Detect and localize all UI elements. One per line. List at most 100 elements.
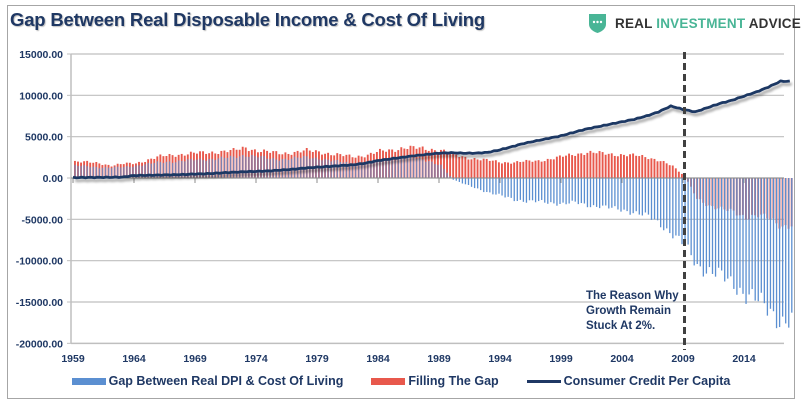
y-tick-label: -10000.00 xyxy=(16,256,63,268)
bar-gap-real-dpi xyxy=(263,155,265,178)
bar-gap-real-dpi xyxy=(730,178,732,277)
y-axis-tick-labels: 15000.00 10000.00 5000.00 0.00 -5000.00 -1000… xyxy=(16,49,63,350)
bar-gap-real-dpi xyxy=(516,178,518,202)
series-consumer-credit xyxy=(72,79,790,180)
bar-gap-real-dpi xyxy=(626,178,628,212)
bar-gap-real-dpi xyxy=(434,163,436,178)
bar-gap-real-dpi xyxy=(233,156,235,178)
bar-gap-real-dpi xyxy=(107,167,110,178)
y-tick-label: 15000.00 xyxy=(19,49,63,61)
bar-gap-real-dpi xyxy=(748,178,750,295)
bar-gap-real-dpi xyxy=(721,178,723,271)
x-tick-label: 1999 xyxy=(549,353,573,365)
bar-filling-the-gap xyxy=(674,168,677,178)
bar-gap-real-dpi xyxy=(611,178,613,208)
bar-gap-real-dpi xyxy=(510,178,512,198)
bar-gap-real-dpi xyxy=(330,161,332,178)
legend-swatch-filling xyxy=(371,377,406,385)
legend-item-filling: Filling The Gap xyxy=(371,374,499,388)
bar-gap-real-dpi xyxy=(769,178,772,309)
bar-gap-real-dpi xyxy=(663,178,665,231)
x-tick-label: 1969 xyxy=(183,353,207,365)
bar-gap-real-dpi xyxy=(361,164,363,178)
bar-gap-real-dpi xyxy=(86,166,88,178)
bar-gap-real-dpi xyxy=(114,166,116,178)
bar-gap-real-dpi xyxy=(367,161,369,178)
bar-gap-real-dpi xyxy=(348,163,351,178)
series-gap-real-dpi xyxy=(74,154,793,329)
bar-filling-the-gap xyxy=(513,162,516,178)
bar-gap-real-dpi xyxy=(95,166,98,178)
bar-filling-the-gap xyxy=(549,159,552,178)
bar-filling-the-gap xyxy=(491,160,494,178)
bar-gap-real-dpi xyxy=(358,163,360,178)
bar-filling-the-gap xyxy=(595,153,598,178)
bar-gap-real-dpi xyxy=(782,178,784,317)
bar-filling-the-gap xyxy=(619,154,622,178)
chart-legend: Gap Between Real DPI & Cost Of Living Fi… xyxy=(0,374,802,388)
bar-gap-real-dpi xyxy=(675,178,677,236)
bar-gap-real-dpi xyxy=(412,157,415,178)
bar-gap-real-dpi xyxy=(147,162,149,178)
bar-gap-real-dpi xyxy=(785,178,787,324)
bar-gap-real-dpi xyxy=(717,178,720,268)
bar-gap-real-dpi xyxy=(672,178,674,239)
annotation-line: Growth Remain xyxy=(586,305,671,317)
x-tick-label: 2009 xyxy=(671,353,695,365)
bar-gap-real-dpi xyxy=(117,166,119,178)
bar-gap-real-dpi xyxy=(89,167,91,178)
bar-gap-real-dpi xyxy=(562,178,564,203)
bar-gap-real-dpi xyxy=(602,178,604,206)
bar-gap-real-dpi xyxy=(583,178,586,204)
bar-gap-real-dpi xyxy=(394,160,396,178)
brand-name-part3: ADVICE xyxy=(745,15,801,31)
bar-gap-real-dpi xyxy=(126,166,128,178)
bar-gap-real-dpi xyxy=(144,164,146,178)
bar-gap-real-dpi xyxy=(345,161,348,178)
bar-filling-the-gap xyxy=(507,162,509,178)
bar-filling-the-gap xyxy=(458,157,461,178)
bar-gap-real-dpi xyxy=(339,161,342,178)
bar-filling-the-gap xyxy=(626,156,628,178)
bar-gap-real-dpi xyxy=(571,178,573,201)
bar-gap-real-dpi xyxy=(193,160,195,178)
bar-filling-the-gap xyxy=(543,161,546,178)
bar-filling-the-gap xyxy=(583,154,586,178)
bar-filling-the-gap xyxy=(604,154,607,178)
bar-filling-the-gap xyxy=(473,158,476,178)
bar-gap-real-dpi xyxy=(699,178,701,267)
bar-gap-real-dpi xyxy=(165,161,168,178)
bar-gap-real-dpi xyxy=(382,161,384,178)
bar-gap-real-dpi xyxy=(513,178,515,202)
bar-gap-real-dpi xyxy=(577,178,579,205)
shield-chat-icon xyxy=(589,14,606,33)
bar-gap-real-dpi xyxy=(632,178,634,214)
bar-gap-real-dpi xyxy=(528,178,531,201)
bar-gap-real-dpi xyxy=(150,163,152,178)
legend-item-credit: Consumer Credit Per Capita xyxy=(526,374,730,388)
bar-filling-the-gap xyxy=(522,161,525,178)
bar-gap-real-dpi xyxy=(440,164,442,178)
bar-gap-real-dpi xyxy=(586,178,589,208)
legend-swatch-credit xyxy=(526,379,561,383)
bar-gap-real-dpi xyxy=(538,178,540,202)
bar-gap-real-dpi xyxy=(376,160,378,178)
x-axis-tick-labels: 1959 1964 1969 1974 1979 1984 1989 1994 1999 2004… xyxy=(61,353,756,365)
bar-filling-the-gap xyxy=(452,152,455,178)
bar-gap-real-dpi xyxy=(778,178,781,328)
bar-gap-real-dpi xyxy=(464,178,467,185)
bar-filling-the-gap xyxy=(644,157,647,178)
bar-gap-real-dpi xyxy=(199,158,201,178)
x-tick-label: 1974 xyxy=(244,353,268,365)
bar-filling-the-gap xyxy=(497,162,500,178)
bar-gap-real-dpi xyxy=(214,160,216,178)
bar-gap-real-dpi xyxy=(260,155,262,178)
bar-gap-real-dpi xyxy=(470,178,473,187)
bar-gap-real-dpi xyxy=(739,178,741,288)
bar-gap-real-dpi xyxy=(550,178,552,203)
bar-gap-real-dpi xyxy=(168,161,171,178)
bar-gap-real-dpi xyxy=(559,178,561,204)
bar-filling-the-gap xyxy=(623,154,625,178)
bar-gap-real-dpi xyxy=(711,178,714,274)
bar-filling-the-gap xyxy=(494,160,497,178)
